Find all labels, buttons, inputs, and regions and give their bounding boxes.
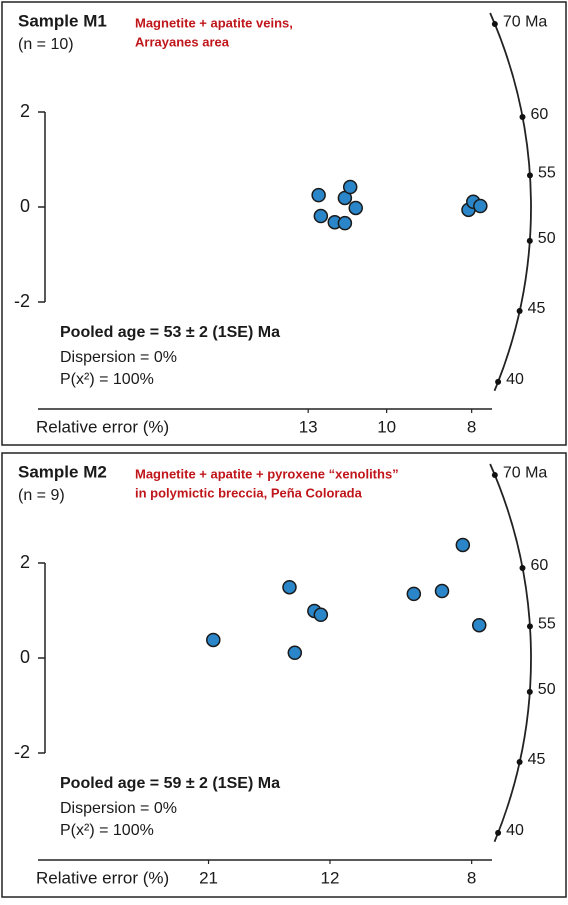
x-axis-label: Relative error (%) [36, 417, 169, 436]
panel-subtitle: in polymictic breccia, Peña Colorada [135, 485, 363, 500]
sample-size: (n = 9) [18, 487, 65, 504]
age-tick-label: 40 [506, 822, 524, 839]
age-tick-label: 55 [538, 616, 556, 633]
data-point [337, 215, 353, 231]
sample-size: (n = 10) [18, 36, 74, 53]
data-point [342, 179, 358, 195]
age-tick-label: 45 [528, 300, 546, 317]
data-point [471, 617, 487, 633]
age-tick-label: 70 Ma [503, 464, 548, 481]
stat-note: Dispersion = 0% [60, 349, 177, 366]
x-tick-label: 13 [299, 417, 318, 436]
age-tick [526, 623, 533, 630]
y-tick-label: -2 [14, 291, 30, 311]
data-point [313, 607, 329, 623]
age-tick [526, 172, 533, 179]
x-tick-label: 10 [377, 417, 396, 436]
panel-frame [1, 1, 567, 446]
pooled-age: Pooled age = 53 ± 2 (1SE) Ma [60, 324, 280, 341]
age-tick [491, 472, 498, 479]
panel-title: Sample M2 [18, 462, 107, 481]
y-tick-label: 0 [20, 647, 30, 667]
data-point [313, 208, 329, 224]
stat-note: P(x²) = 100% [60, 822, 154, 839]
panel-subtitle: Magnetite + apatite veins, [135, 15, 293, 30]
y-tick-label: 2 [20, 101, 30, 121]
y-tick-label: 2 [20, 552, 30, 572]
age-tick [495, 378, 502, 385]
data-point [206, 632, 221, 648]
stat-note: P(x²) = 100% [60, 371, 154, 388]
y-tick-label: -2 [14, 742, 30, 762]
age-tick-label: 70 Ma [503, 13, 548, 30]
age-tick [516, 759, 523, 766]
age-tick-label: 60 [531, 106, 549, 123]
age-arc [489, 12, 532, 392]
data-point [455, 537, 471, 553]
age-tick-label: 40 [506, 371, 524, 388]
data-point [282, 579, 297, 595]
age-tick [526, 688, 533, 695]
data-point [348, 200, 363, 216]
age-arc [489, 463, 532, 843]
x-axis-label: Relative error (%) [36, 868, 169, 887]
panel-subtitle: Magnetite + apatite + pyroxene “xenolith… [135, 466, 399, 481]
panel-title: Sample M1 [18, 11, 107, 30]
age-tick-label: 55 [538, 165, 556, 182]
panel-frame [1, 452, 567, 898]
age-tick-label: 50 [538, 230, 556, 247]
y-tick-label: 0 [20, 196, 30, 216]
x-tick-label: 8 [467, 417, 476, 436]
age-tick [526, 237, 533, 244]
x-tick-label: 8 [467, 868, 476, 887]
age-tick [519, 564, 526, 571]
stat-note: Dispersion = 0% [60, 800, 177, 817]
data-point [406, 586, 422, 602]
age-tick [519, 113, 526, 120]
age-tick [516, 308, 523, 315]
age-tick-label: 60 [531, 557, 549, 574]
age-tick-label: 50 [538, 681, 556, 698]
data-point [287, 645, 303, 661]
age-tick [495, 829, 502, 836]
age-tick [491, 21, 498, 28]
data-point [434, 583, 450, 599]
x-tick-label: 21 [199, 868, 218, 887]
x-tick-label: 12 [321, 868, 340, 887]
panel-subtitle: Arrayanes area [135, 34, 230, 49]
pooled-age: Pooled age = 59 ± 2 (1SE) Ma [60, 775, 280, 792]
data-point [311, 187, 326, 203]
age-tick-label: 45 [528, 751, 546, 768]
data-point [473, 198, 488, 214]
